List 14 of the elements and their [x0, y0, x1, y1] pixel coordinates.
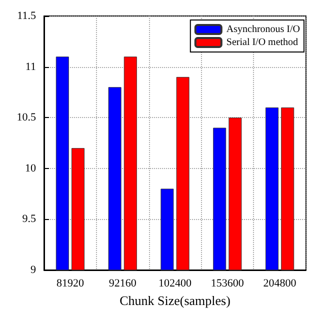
x-tick-label: 81920 [56, 278, 84, 290]
x-tick-label: 204800 [263, 278, 297, 290]
x-tick-label: 153600 [210, 278, 244, 290]
x-tick-label: 102400 [158, 278, 192, 290]
y-tick-label: 11.5 [17, 10, 36, 22]
y-tick-label: 10 [25, 162, 36, 174]
legend-label: Serial I/O method [226, 37, 298, 48]
y-tick-label: 10.5 [16, 112, 36, 124]
x-axis-title: Chunk Size(samples) [120, 292, 230, 308]
y-tick-label: 9 [30, 264, 36, 276]
legend-label: Asynchronous I/O [226, 24, 300, 35]
x-tick-label: 92160 [108, 278, 137, 290]
y-tick-label: 9.5 [22, 213, 36, 226]
y-tick-label: 11 [25, 60, 36, 73]
